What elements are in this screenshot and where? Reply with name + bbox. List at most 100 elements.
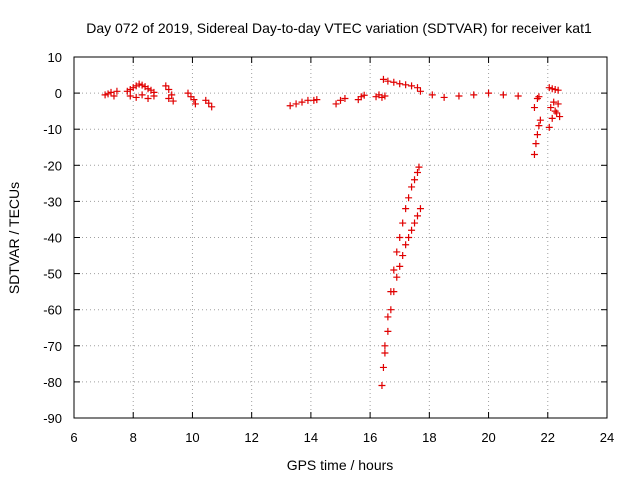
- y-tick-labels: 10 0 -10 -20 -30 -40 -50 -60 -70 -80 -90: [43, 50, 62, 426]
- x-tick-label: 6: [70, 430, 77, 445]
- data-point: [399, 252, 407, 260]
- data-point: [551, 107, 559, 115]
- data-point: [530, 150, 538, 158]
- data-point: [104, 90, 112, 98]
- data-point: [393, 248, 401, 256]
- data-point: [384, 327, 392, 335]
- grid: [74, 57, 607, 418]
- data-point: [292, 100, 300, 108]
- y-tick-label: -40: [43, 231, 62, 246]
- data-point: [138, 81, 146, 89]
- data-point: [533, 131, 541, 139]
- x-tick-label: 14: [304, 430, 318, 445]
- data-point: [550, 98, 558, 106]
- data-point: [310, 96, 318, 104]
- data-point: [413, 84, 421, 92]
- data-point: [455, 92, 463, 100]
- data-point: [530, 104, 538, 112]
- data-point: [390, 266, 398, 274]
- x-tick-label: 8: [130, 430, 137, 445]
- data-point: [379, 363, 387, 371]
- x-tick-label: 10: [185, 430, 199, 445]
- data-point: [113, 87, 121, 95]
- data-point: [393, 273, 401, 281]
- x-tick-label: 16: [363, 430, 377, 445]
- chart-title: Day 072 of 2019, Sidereal Day-to-day VTE…: [86, 20, 592, 36]
- y-tick-label: -90: [43, 411, 62, 426]
- y-tick-label: 10: [48, 50, 62, 65]
- data-point: [390, 288, 398, 296]
- data-point: [413, 212, 421, 220]
- data-point: [150, 92, 158, 100]
- data-point: [381, 349, 389, 357]
- data-point: [532, 140, 540, 148]
- y-tick-label: -50: [43, 267, 62, 282]
- data-point: [379, 75, 387, 83]
- data-point: [554, 86, 562, 94]
- y-tick-label: -80: [43, 375, 62, 390]
- data-point: [499, 91, 507, 99]
- data-point: [535, 93, 543, 101]
- data-point: [168, 91, 176, 99]
- data-point: [415, 163, 423, 171]
- data-point: [440, 93, 448, 101]
- data-point: [378, 382, 386, 390]
- data-point: [408, 183, 416, 191]
- data-points: [101, 75, 564, 390]
- data-point: [332, 100, 340, 108]
- data-point: [411, 176, 419, 184]
- y-tick-label: -10: [43, 122, 62, 137]
- data-point: [548, 114, 556, 122]
- data-point: [399, 219, 407, 227]
- x-tick-label: 24: [600, 430, 614, 445]
- data-point: [416, 87, 424, 95]
- y-tick-label: -30: [43, 194, 62, 209]
- data-point: [408, 226, 416, 234]
- data-point: [165, 85, 173, 93]
- data-point: [390, 78, 398, 86]
- data-point: [554, 100, 562, 108]
- data-point: [144, 85, 152, 93]
- data-point: [341, 95, 349, 103]
- data-point: [402, 205, 410, 213]
- data-point: [408, 82, 416, 90]
- axis-ticks: [73, 56, 608, 419]
- data-point: [533, 95, 541, 103]
- data-point: [545, 123, 553, 131]
- data-point: [514, 92, 522, 100]
- data-point: [378, 93, 386, 101]
- data-point: [165, 95, 173, 103]
- data-point: [485, 89, 493, 97]
- data-point: [402, 241, 410, 249]
- data-point: [536, 116, 544, 124]
- data-point: [396, 262, 404, 270]
- data-point: [304, 96, 312, 104]
- x-tick-label: 12: [244, 430, 258, 445]
- y-tick-label: 0: [55, 86, 62, 101]
- data-point: [545, 84, 553, 92]
- data-point: [416, 205, 424, 213]
- x-tick-labels: 6 8 10 12 14 16 18 20 22 24: [70, 430, 614, 445]
- data-point: [405, 234, 413, 241]
- y-axis-label: SDTVAR / TECUs: [6, 182, 22, 294]
- data-point: [553, 109, 561, 117]
- data-point: [208, 103, 216, 111]
- data-point: [132, 93, 140, 101]
- data-point: [428, 91, 436, 99]
- data-point: [384, 77, 392, 85]
- data-point: [381, 342, 389, 350]
- data-point: [298, 98, 306, 106]
- data-point: [396, 234, 404, 241]
- data-point: [547, 104, 555, 112]
- data-point: [169, 97, 177, 105]
- data-point: [162, 82, 170, 90]
- data-point: [411, 219, 419, 227]
- data-point: [313, 96, 321, 104]
- x-tick-label: 22: [541, 430, 555, 445]
- y-tick-label: -60: [43, 303, 62, 318]
- plot-frame: [73, 56, 608, 419]
- data-point: [138, 91, 146, 99]
- data-point: [184, 89, 192, 97]
- data-point: [470, 91, 478, 99]
- data-point: [286, 102, 294, 110]
